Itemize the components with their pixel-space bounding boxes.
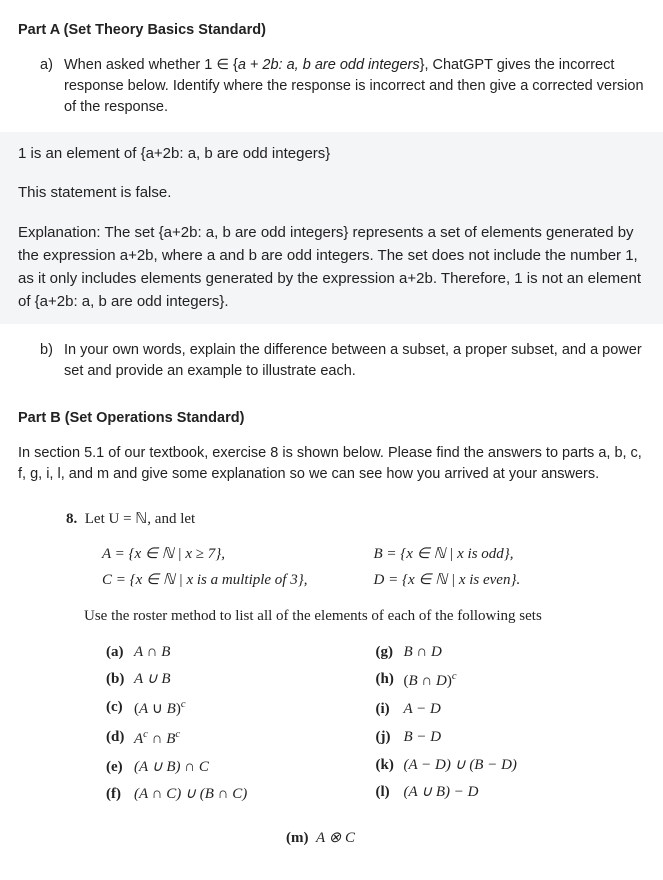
part-a-header: Part A (Set Theory Basics Standard): [18, 20, 645, 41]
option-expr: (A ∩ C) ∪ (B ∩ C): [134, 786, 247, 802]
option-marker: (c): [106, 697, 134, 721]
option-f: (f)(A ∩ C) ∪ (B ∩ C): [106, 784, 376, 806]
option-expr: B ∩ D: [404, 644, 442, 660]
set-C-def: C = {x ∈ ℕ | x is a multiple of 3},: [102, 572, 307, 588]
part-a-item-a: a) When asked whether 1 ∈ {a + 2b: a, b …: [40, 55, 645, 118]
option-marker: (f): [106, 784, 134, 806]
option-expr: (A ∪ B) ∩ C: [134, 759, 209, 775]
option-marker: (l): [376, 782, 404, 804]
quote-line: 1 is an element of {a+2b: a, b are odd i…: [2, 142, 661, 165]
text-fragment: When asked whether 1 ∈ {: [64, 57, 238, 73]
option-d: (d)Ac ∩ Bc: [106, 727, 376, 751]
option-expr: (A ∪ B) − D: [404, 784, 479, 800]
item-marker: a): [40, 55, 64, 118]
option-expr: (B ∩ D)c: [404, 669, 457, 693]
option-c: (c)(A ∪ B)c: [106, 697, 376, 721]
option-b: (b)A ∪ B: [106, 669, 376, 691]
item-text: In your own words, explain the differenc…: [64, 340, 645, 382]
exercise-8: 8. Let U = ℕ, and let A = {x ∈ ℕ | x ≥ 7…: [66, 509, 645, 850]
exercise-head: 8. Let U = ℕ, and let: [66, 509, 645, 531]
option-expr: A ⊗ C: [316, 830, 355, 846]
exercise-number: 8.: [66, 511, 77, 527]
option-marker: (m): [286, 830, 309, 846]
option-l: (l)(A ∪ B) − D: [376, 782, 646, 804]
option-marker: (g): [376, 642, 404, 664]
options-col-left: (a)A ∩ B (b)A ∪ B (c)(A ∪ B)c (d)Ac ∩ Bc…: [106, 642, 376, 813]
option-marker: (a): [106, 642, 134, 664]
option-expr: Ac ∩ Bc: [134, 727, 180, 751]
quote-line: Explanation: The set {a+2b: a, b are odd…: [2, 221, 661, 314]
part-a-item-b: b) In your own words, explain the differ…: [40, 340, 645, 382]
sets-row-1: A = {x ∈ ℕ | x ≥ 7}, B = {x ∈ ℕ | x is o…: [102, 544, 645, 566]
option-marker: (d): [106, 727, 134, 751]
options-grid: (a)A ∩ B (b)A ∪ B (c)(A ∪ B)c (d)Ac ∩ Bc…: [106, 642, 645, 813]
option-expr: A ∩ B: [134, 644, 170, 660]
math-expr: a + 2b: a, b are odd integers: [238, 57, 420, 73]
option-e: (e)(A ∪ B) ∩ C: [106, 757, 376, 779]
item-marker: b): [40, 340, 64, 382]
roster-instruction: Use the roster method to list all of the…: [84, 606, 645, 628]
item-text: When asked whether 1 ∈ {a + 2b: a, b are…: [64, 55, 645, 118]
option-expr: B − D: [404, 729, 442, 745]
set-A-def: A = {x ∈ ℕ | x ≥ 7},: [102, 546, 225, 562]
option-g: (g)B ∩ D: [376, 642, 646, 664]
option-i: (i)A − D: [376, 699, 646, 721]
option-k: (k)(A − D) ∪ (B − D): [376, 755, 646, 777]
option-a: (a)A ∩ B: [106, 642, 376, 664]
option-expr: A − D: [404, 701, 441, 717]
set-D-def: D = {x ∈ ℕ | x is even}.: [374, 572, 521, 588]
part-b-header: Part B (Set Operations Standard): [18, 408, 645, 429]
option-expr: A ∪ B: [134, 671, 171, 687]
option-marker: (b): [106, 669, 134, 691]
option-h: (h)(B ∩ D)c: [376, 669, 646, 693]
quote-line: This statement is false.: [2, 181, 661, 204]
option-marker: (h): [376, 669, 404, 693]
option-expr: (A ∪ B)c: [134, 697, 186, 721]
options-col-right: (g)B ∩ D (h)(B ∩ D)c (i)A − D (j)B − D (…: [376, 642, 646, 813]
option-marker: (k): [376, 755, 404, 777]
chatgpt-response-block: 1 is an element of {a+2b: a, b are odd i…: [0, 132, 663, 324]
sets-row-2: C = {x ∈ ℕ | x is a multiple of 3}, D = …: [102, 570, 645, 592]
part-b-intro: In section 5.1 of our textbook, exercise…: [18, 443, 645, 485]
option-m: (m) A ⊗ C: [286, 828, 645, 850]
set-B-def: B = {x ∈ ℕ | x is odd},: [374, 546, 514, 562]
exercise-head-text: Let U = ℕ, and let: [85, 511, 195, 527]
option-marker: (i): [376, 699, 404, 721]
option-expr: (A − D) ∪ (B − D): [404, 757, 517, 773]
option-marker: (e): [106, 757, 134, 779]
option-j: (j)B − D: [376, 727, 646, 749]
option-marker: (j): [376, 727, 404, 749]
